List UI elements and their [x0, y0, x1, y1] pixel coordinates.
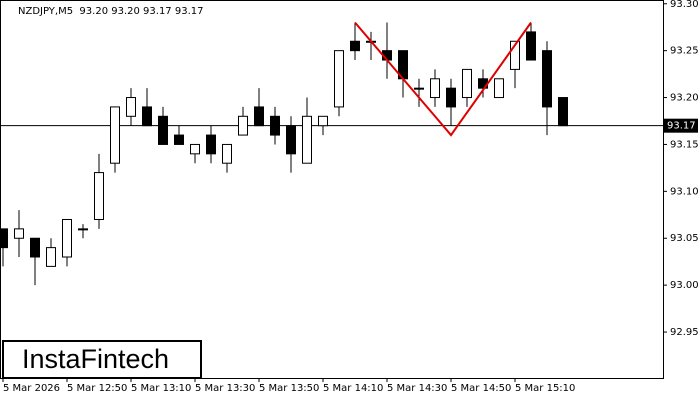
- candle-body: [126, 97, 136, 117]
- y-tick-label: 92.95: [670, 327, 699, 338]
- candle-body: [78, 228, 88, 231]
- y-tick-label: 93.05: [670, 233, 699, 244]
- candle-body: [94, 172, 104, 220]
- y-tick-label: 93.20: [670, 93, 699, 104]
- y-tick-label: 93.10: [670, 186, 699, 197]
- candle-body: [462, 68, 472, 99]
- last-price-label: 93.17: [667, 121, 696, 132]
- x-tick-label: 5 Mar 12:50: [67, 383, 127, 394]
- x-tick-label: 5 Mar 15:10: [515, 383, 575, 394]
- candle-body: [270, 115, 280, 136]
- candle-body: [110, 106, 120, 164]
- candle-body: [46, 247, 56, 267]
- candle-body: [158, 115, 168, 145]
- candle-body: [0, 228, 8, 249]
- candle-body: [494, 78, 504, 99]
- logo: InstaFintech: [22, 344, 169, 374]
- candle-body: [254, 106, 264, 127]
- candle-body: [318, 115, 328, 127]
- y-tick-label: 93.25: [670, 46, 699, 57]
- candle-body: [414, 87, 424, 90]
- candle-body: [334, 50, 344, 108]
- y-tick-label: 93.30: [670, 0, 699, 10]
- x-tick-label: 5 Mar 13:50: [259, 383, 319, 394]
- x-tick-label: 5 Mar 13:10: [131, 383, 191, 394]
- candle-body: [302, 115, 312, 164]
- candle-body: [14, 228, 24, 239]
- candle-body: [350, 40, 360, 52]
- candle-body: [174, 134, 184, 145]
- candle-body: [222, 143, 232, 164]
- y-tick-label: 93.15: [670, 139, 699, 150]
- candle-body: [526, 31, 536, 61]
- candle-body: [558, 97, 568, 127]
- candle-body: [542, 50, 552, 108]
- x-tick-label: 5 Mar 14:10: [323, 383, 383, 394]
- candle-body: [206, 134, 216, 155]
- logo-box: [2, 340, 202, 379]
- candle-body: [142, 106, 152, 127]
- candle-body: [430, 78, 440, 99]
- candle-body: [510, 40, 520, 70]
- candle-body: [62, 218, 72, 258]
- x-tick-label: 5 Mar 14:50: [451, 383, 511, 394]
- x-tick-label: 5 Mar 13:30: [195, 383, 255, 394]
- candle-body: [238, 115, 248, 136]
- candle-body: [190, 143, 200, 155]
- y-tick-label: 93.00: [670, 280, 699, 291]
- candle-body: [446, 87, 456, 108]
- pattern-line: [354, 21, 532, 137]
- plot-frame: [0, 0, 664, 379]
- candle-body: [30, 237, 40, 258]
- x-tick-label: 5 Mar 2026: [3, 383, 60, 394]
- x-tick-label: 5 Mar 14:30: [387, 383, 447, 394]
- candle-body: [286, 125, 296, 155]
- last-price-box: [664, 118, 698, 133]
- chart-title: NZDJPY,M5 93.20 93.20 93.17 93.17: [18, 6, 203, 17]
